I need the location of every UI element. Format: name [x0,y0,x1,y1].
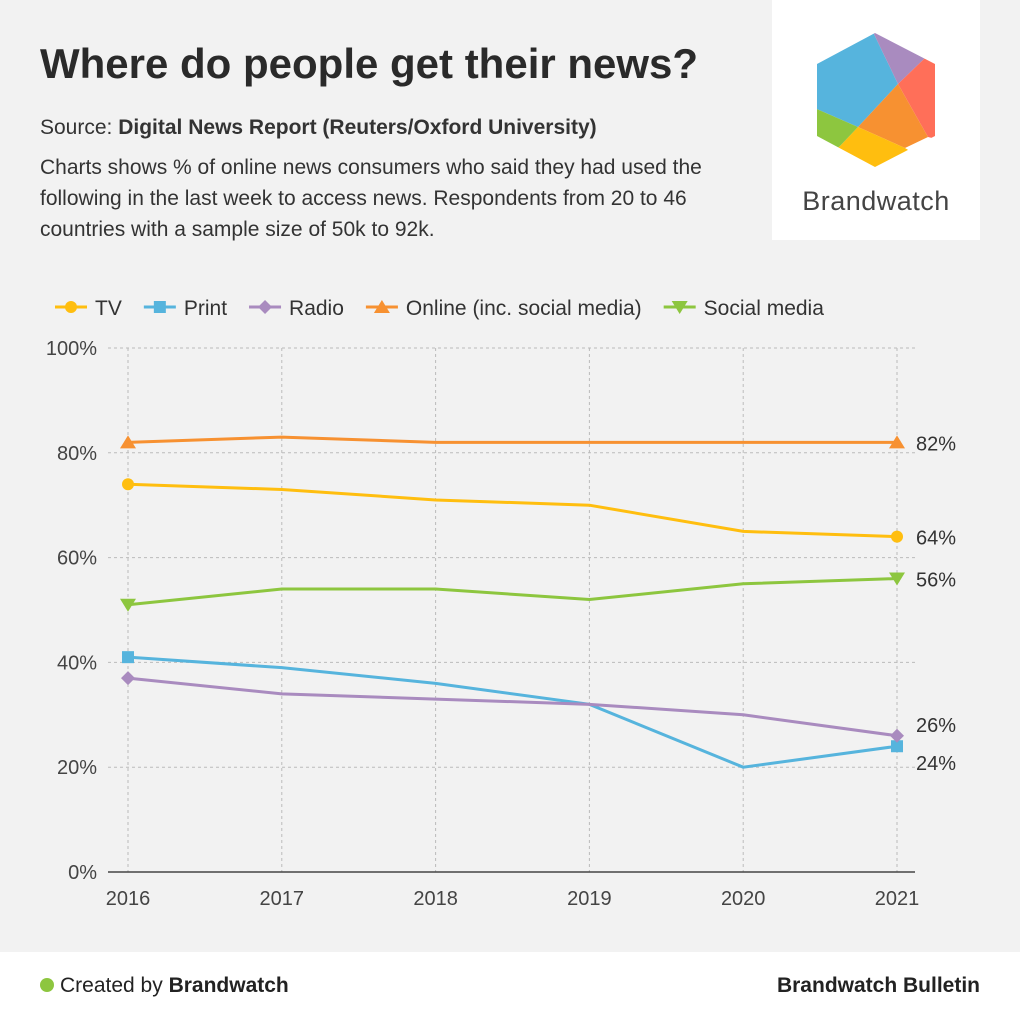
source-line: Source: Digital News Report (Reuters/Oxf… [40,116,597,140]
page-title: Where do people get their news? [40,40,699,87]
end-value-label: 24% [916,753,956,775]
source-prefix: Source: [40,116,119,139]
description: Charts shows % of online news consumers … [40,156,702,241]
series-line [127,655,898,769]
data-point-marker [120,435,136,449]
legend-item: Online (inc. social media) [365,297,642,320]
series-online-inc-social-media-: 82% [120,433,956,455]
x-tick-label: 2019 [567,888,612,910]
data-point-marker [889,572,905,586]
y-tick-label: 40% [57,652,97,674]
legend-marker-icon [373,300,390,313]
end-value-label: 26% [916,715,956,737]
series-tv: 64% [122,478,956,550]
data-point-marker [891,530,903,543]
data-point-marker [122,651,134,664]
legend-label: Social media [704,297,825,320]
legend-label: TV [95,297,122,320]
y-tick-label: 0% [68,862,97,884]
legend-label: Radio [289,297,344,320]
brandwatch-logo: Brandwatch [772,0,980,240]
footer-bulletin: Brandwatch Bulletin [776,974,980,997]
source-name: Digital News Report (Reuters/Oxford Univ… [118,116,597,139]
y-tick-label: 20% [57,757,97,779]
legend-marker-icon [65,301,77,313]
y-tick-label: 80% [57,443,97,465]
legend-marker-icon [258,300,273,314]
series-line [127,676,898,738]
created-by-brand: Brandwatch [168,974,289,997]
series-line [127,435,897,444]
legend-item: TV [55,297,122,320]
legend-item: Radio [249,297,344,320]
data-point-marker [122,478,134,491]
legend-marker-icon [671,301,688,314]
series-line [127,577,898,607]
created-by: Created by Brandwatch [40,974,289,998]
logo-text: Brandwatch [802,186,950,216]
logo-orange [858,84,928,148]
x-tick-label: 2016 [106,888,151,910]
series-print: 24% [122,651,956,775]
data-point-marker [891,740,903,753]
end-value-label: 82% [916,433,956,455]
footer: Created by Brandwatch Brandwatch Bulleti… [0,952,1020,1020]
logo-red [898,58,935,140]
x-tick-label: 2021 [875,888,920,910]
series-line [127,482,898,539]
legend-label: Online (inc. social media) [406,297,642,320]
legend-marker-icon [153,301,166,313]
logo-purple [872,33,925,84]
data-point-marker [120,598,136,612]
created-by-label: Created by [60,974,169,997]
end-value-label: 56% [916,570,956,592]
y-tick-label: 100% [46,338,97,360]
series-radio: 26% [121,671,956,743]
green-dot-icon [40,978,54,992]
x-tick-label: 2020 [721,888,766,910]
x-tick-label: 2018 [413,888,458,910]
y-tick-label: 60% [57,548,97,570]
legend-item: Print [143,297,227,320]
legend-item: Social media [663,297,825,320]
data-point-marker [889,435,905,449]
x-tick-label: 2017 [260,888,305,910]
hexagon-logo-icon [817,33,935,167]
data-point-marker [121,671,135,686]
end-value-label: 64% [916,528,956,550]
legend-label: Print [184,297,227,320]
data-point-marker [890,728,904,743]
series-social-media: 56% [120,570,956,612]
line-chart: 0% 20% 40% 60% 80% 100% 2016 2017 2018 2019 2020 20… [46,297,956,910]
